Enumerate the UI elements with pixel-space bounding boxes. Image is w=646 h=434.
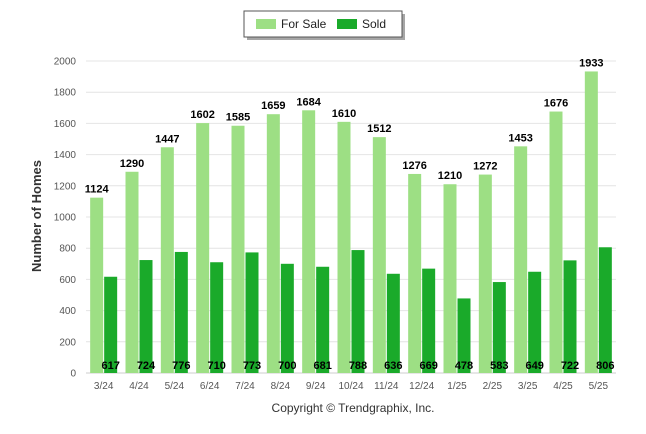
bar-sold (104, 276, 118, 373)
data-label-for-sale: 1684 (296, 96, 321, 108)
bar-sold (139, 260, 153, 373)
data-label-sold: 724 (137, 360, 156, 372)
y-axis-title: Number of Homes (29, 160, 44, 272)
bar-for-sale (302, 110, 316, 374)
data-label-for-sale: 1272 (473, 161, 497, 173)
bar-for-sale (196, 123, 210, 373)
bar-for-sale (372, 137, 386, 373)
bar-sold (528, 271, 542, 373)
data-label-for-sale: 1610 (332, 108, 356, 120)
legend: For Sale Sold (243, 10, 405, 40)
data-label-for-sale: 1659 (261, 100, 285, 112)
x-tick-label: 5/24 (165, 381, 185, 392)
data-label-for-sale: 1585 (226, 112, 250, 124)
data-label-sold: 617 (101, 360, 119, 372)
bar-sold (245, 252, 259, 373)
x-tick-label: 9/24 (306, 381, 326, 392)
y-tick-label: 2000 (54, 57, 77, 68)
data-label-for-sale: 1512 (367, 123, 391, 135)
copyright-text: Copyright © Trendgraphix, Inc. (272, 401, 435, 415)
data-label-sold: 669 (419, 360, 437, 372)
data-label-sold: 710 (207, 360, 225, 372)
bars: 1124 617 1290 724 1447 776 1602 710 1585 773 1659 7… (85, 57, 615, 374)
x-tick-label: 1/25 (447, 381, 467, 392)
x-tick-label: 4/25 (553, 381, 573, 392)
data-label-for-sale: 1453 (508, 132, 532, 144)
bar-sold (563, 260, 577, 373)
x-tick-label: 4/24 (129, 381, 149, 392)
bar-for-sale (266, 114, 280, 374)
y-tick-label: 1600 (54, 119, 77, 130)
bar-sold (492, 282, 506, 373)
bar-sold (457, 298, 471, 373)
data-label-sold: 788 (349, 360, 367, 372)
bar-for-sale (160, 147, 174, 373)
bar-for-sale (408, 173, 422, 373)
data-label-sold: 776 (172, 360, 190, 372)
data-label-for-sale: 1447 (155, 133, 179, 145)
bar-for-sale (514, 146, 528, 373)
data-label-sold: 806 (596, 360, 614, 372)
data-label-for-sale: 1933 (579, 57, 603, 69)
x-tick-label: 10/24 (338, 381, 363, 392)
data-label-sold: 722 (561, 360, 579, 372)
bar-for-sale (90, 197, 104, 373)
legend-swatch (337, 19, 357, 29)
bar-sold (210, 262, 224, 373)
x-axis-ticks: 3/24 4/24 5/24 6/24 7/24 8/24 9/24 10/24 11/24 12… (94, 381, 609, 392)
data-label-for-sale: 1276 (402, 160, 426, 172)
data-label-sold: 700 (278, 360, 296, 372)
y-tick-label: 1800 (54, 88, 77, 99)
data-label-for-sale: 1210 (438, 170, 462, 182)
x-tick-label: 12/24 (409, 381, 434, 392)
bar-sold (280, 263, 294, 373)
bar-sold (316, 266, 330, 373)
bar-for-sale (478, 174, 492, 373)
y-axis-ticks: 0 200 400 600 800 1000 1200 1400 1600 1800 2000 (54, 57, 77, 380)
x-tick-label: 2/25 (483, 381, 503, 392)
legend-label: For Sale (281, 17, 327, 31)
bar-for-sale (584, 71, 598, 374)
y-tick-label: 800 (59, 244, 76, 255)
bar-for-sale (549, 111, 563, 373)
y-tick-label: 1400 (54, 150, 77, 161)
x-tick-label: 5/25 (589, 381, 609, 392)
legend-swatch (256, 19, 276, 29)
x-tick-label: 3/24 (94, 381, 114, 392)
gridlines (86, 60, 616, 374)
bar-for-sale (443, 184, 457, 373)
y-tick-label: 1000 (54, 213, 77, 224)
y-tick-label: 1200 (54, 181, 77, 192)
data-label-sold: 478 (455, 360, 473, 372)
data-label-sold: 636 (384, 360, 402, 372)
y-tick-label: 400 (59, 306, 76, 317)
data-label-for-sale: 1124 (85, 184, 110, 196)
bar-sold (174, 251, 188, 373)
bar-sold (351, 250, 365, 373)
data-label-sold: 681 (313, 360, 331, 372)
x-tick-label: 8/24 (271, 381, 291, 392)
y-tick-label: 200 (59, 337, 76, 348)
bar-for-sale (337, 121, 351, 373)
data-label-for-sale: 1290 (120, 158, 144, 170)
data-label-for-sale: 1676 (544, 98, 568, 110)
data-label-sold: 649 (525, 360, 543, 372)
data-label-for-sale: 1602 (190, 109, 214, 121)
data-label-sold: 773 (243, 360, 261, 372)
x-tick-label: 6/24 (200, 381, 220, 392)
bar-for-sale (231, 125, 245, 374)
data-label-sold: 583 (490, 360, 508, 372)
legend-label: Sold (362, 17, 386, 31)
bar-for-sale (125, 171, 139, 373)
bar-sold (598, 247, 612, 373)
x-tick-label: 11/24 (374, 381, 399, 392)
bar-sold (386, 273, 400, 373)
y-tick-label: 0 (70, 369, 76, 380)
y-tick-label: 600 (59, 275, 76, 286)
bar-sold (422, 268, 436, 373)
x-tick-label: 3/25 (518, 381, 538, 392)
x-tick-label: 7/24 (235, 381, 255, 392)
